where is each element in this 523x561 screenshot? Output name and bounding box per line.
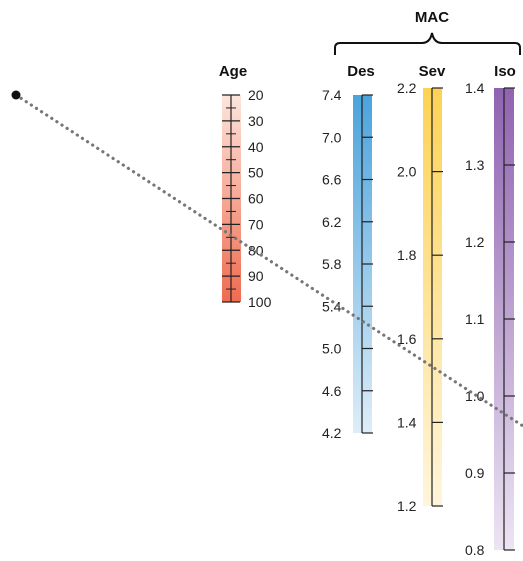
des-tick-label: 6.6 <box>322 172 342 188</box>
age-tick-label: 70 <box>248 216 264 232</box>
sev-tick-label: 1.2 <box>397 498 417 514</box>
sev-scale-label: Sev <box>419 63 446 80</box>
reading-line-start-point <box>11 90 21 100</box>
age-tick-label: 50 <box>248 165 264 181</box>
des-tick-label: 7.4 <box>322 87 342 103</box>
iso-tick-label: 1.4 <box>465 80 485 96</box>
age-tick-label: 100 <box>248 294 272 310</box>
des-tick-label: 4.2 <box>322 425 342 441</box>
des-tick-label: 5.4 <box>322 298 342 314</box>
age-tick-label: 90 <box>248 268 264 284</box>
sev-tick-label: 2.2 <box>397 80 417 96</box>
des-tick-label: 7.0 <box>322 129 342 145</box>
iso-tick-label: 1.2 <box>465 234 485 250</box>
iso-scale-label: Iso <box>494 63 516 80</box>
iso-tick-label: 1.3 <box>465 157 485 173</box>
sev-tick-label: 1.4 <box>397 414 417 430</box>
mac-bracket <box>334 32 521 55</box>
des-tick-label: 5.0 <box>322 341 342 357</box>
des-tick-label: 5.8 <box>322 256 342 272</box>
reading-line <box>14 93 523 428</box>
iso-tick-label: 0.9 <box>465 465 485 481</box>
des-scale-label: Des <box>347 63 375 80</box>
age-tick-label: 60 <box>248 191 264 207</box>
age-tick-label: 20 <box>248 87 264 103</box>
des-tick-label: 6.2 <box>322 214 342 230</box>
sev-tick-label: 2.0 <box>397 164 417 180</box>
des-tick-label: 4.6 <box>322 383 342 399</box>
sev-scale: Sev 2.2 2.0 1.8 1.6 1.4 1.2 <box>397 63 446 514</box>
age-scale: Age 2030405060708090100 <box>219 63 272 310</box>
iso-scale: Iso 1.41.31.21.11.00.90.8 <box>465 63 516 558</box>
age-tick-label: 40 <box>248 139 264 155</box>
mac-label: MAC <box>415 9 449 26</box>
sev-tick-label: 1.8 <box>397 247 417 263</box>
sev-tick-label: 1.6 <box>397 331 417 347</box>
age-tick-label: 30 <box>248 113 264 129</box>
iso-tick-label: 0.8 <box>465 542 485 558</box>
des-scale: Des 7.4 7.0 6.6 6.2 5.8 5.4 5.0 4.6 4.2 <box>322 63 375 441</box>
age-scale-label: Age <box>219 63 247 80</box>
iso-tick-label: 1.1 <box>465 311 485 327</box>
